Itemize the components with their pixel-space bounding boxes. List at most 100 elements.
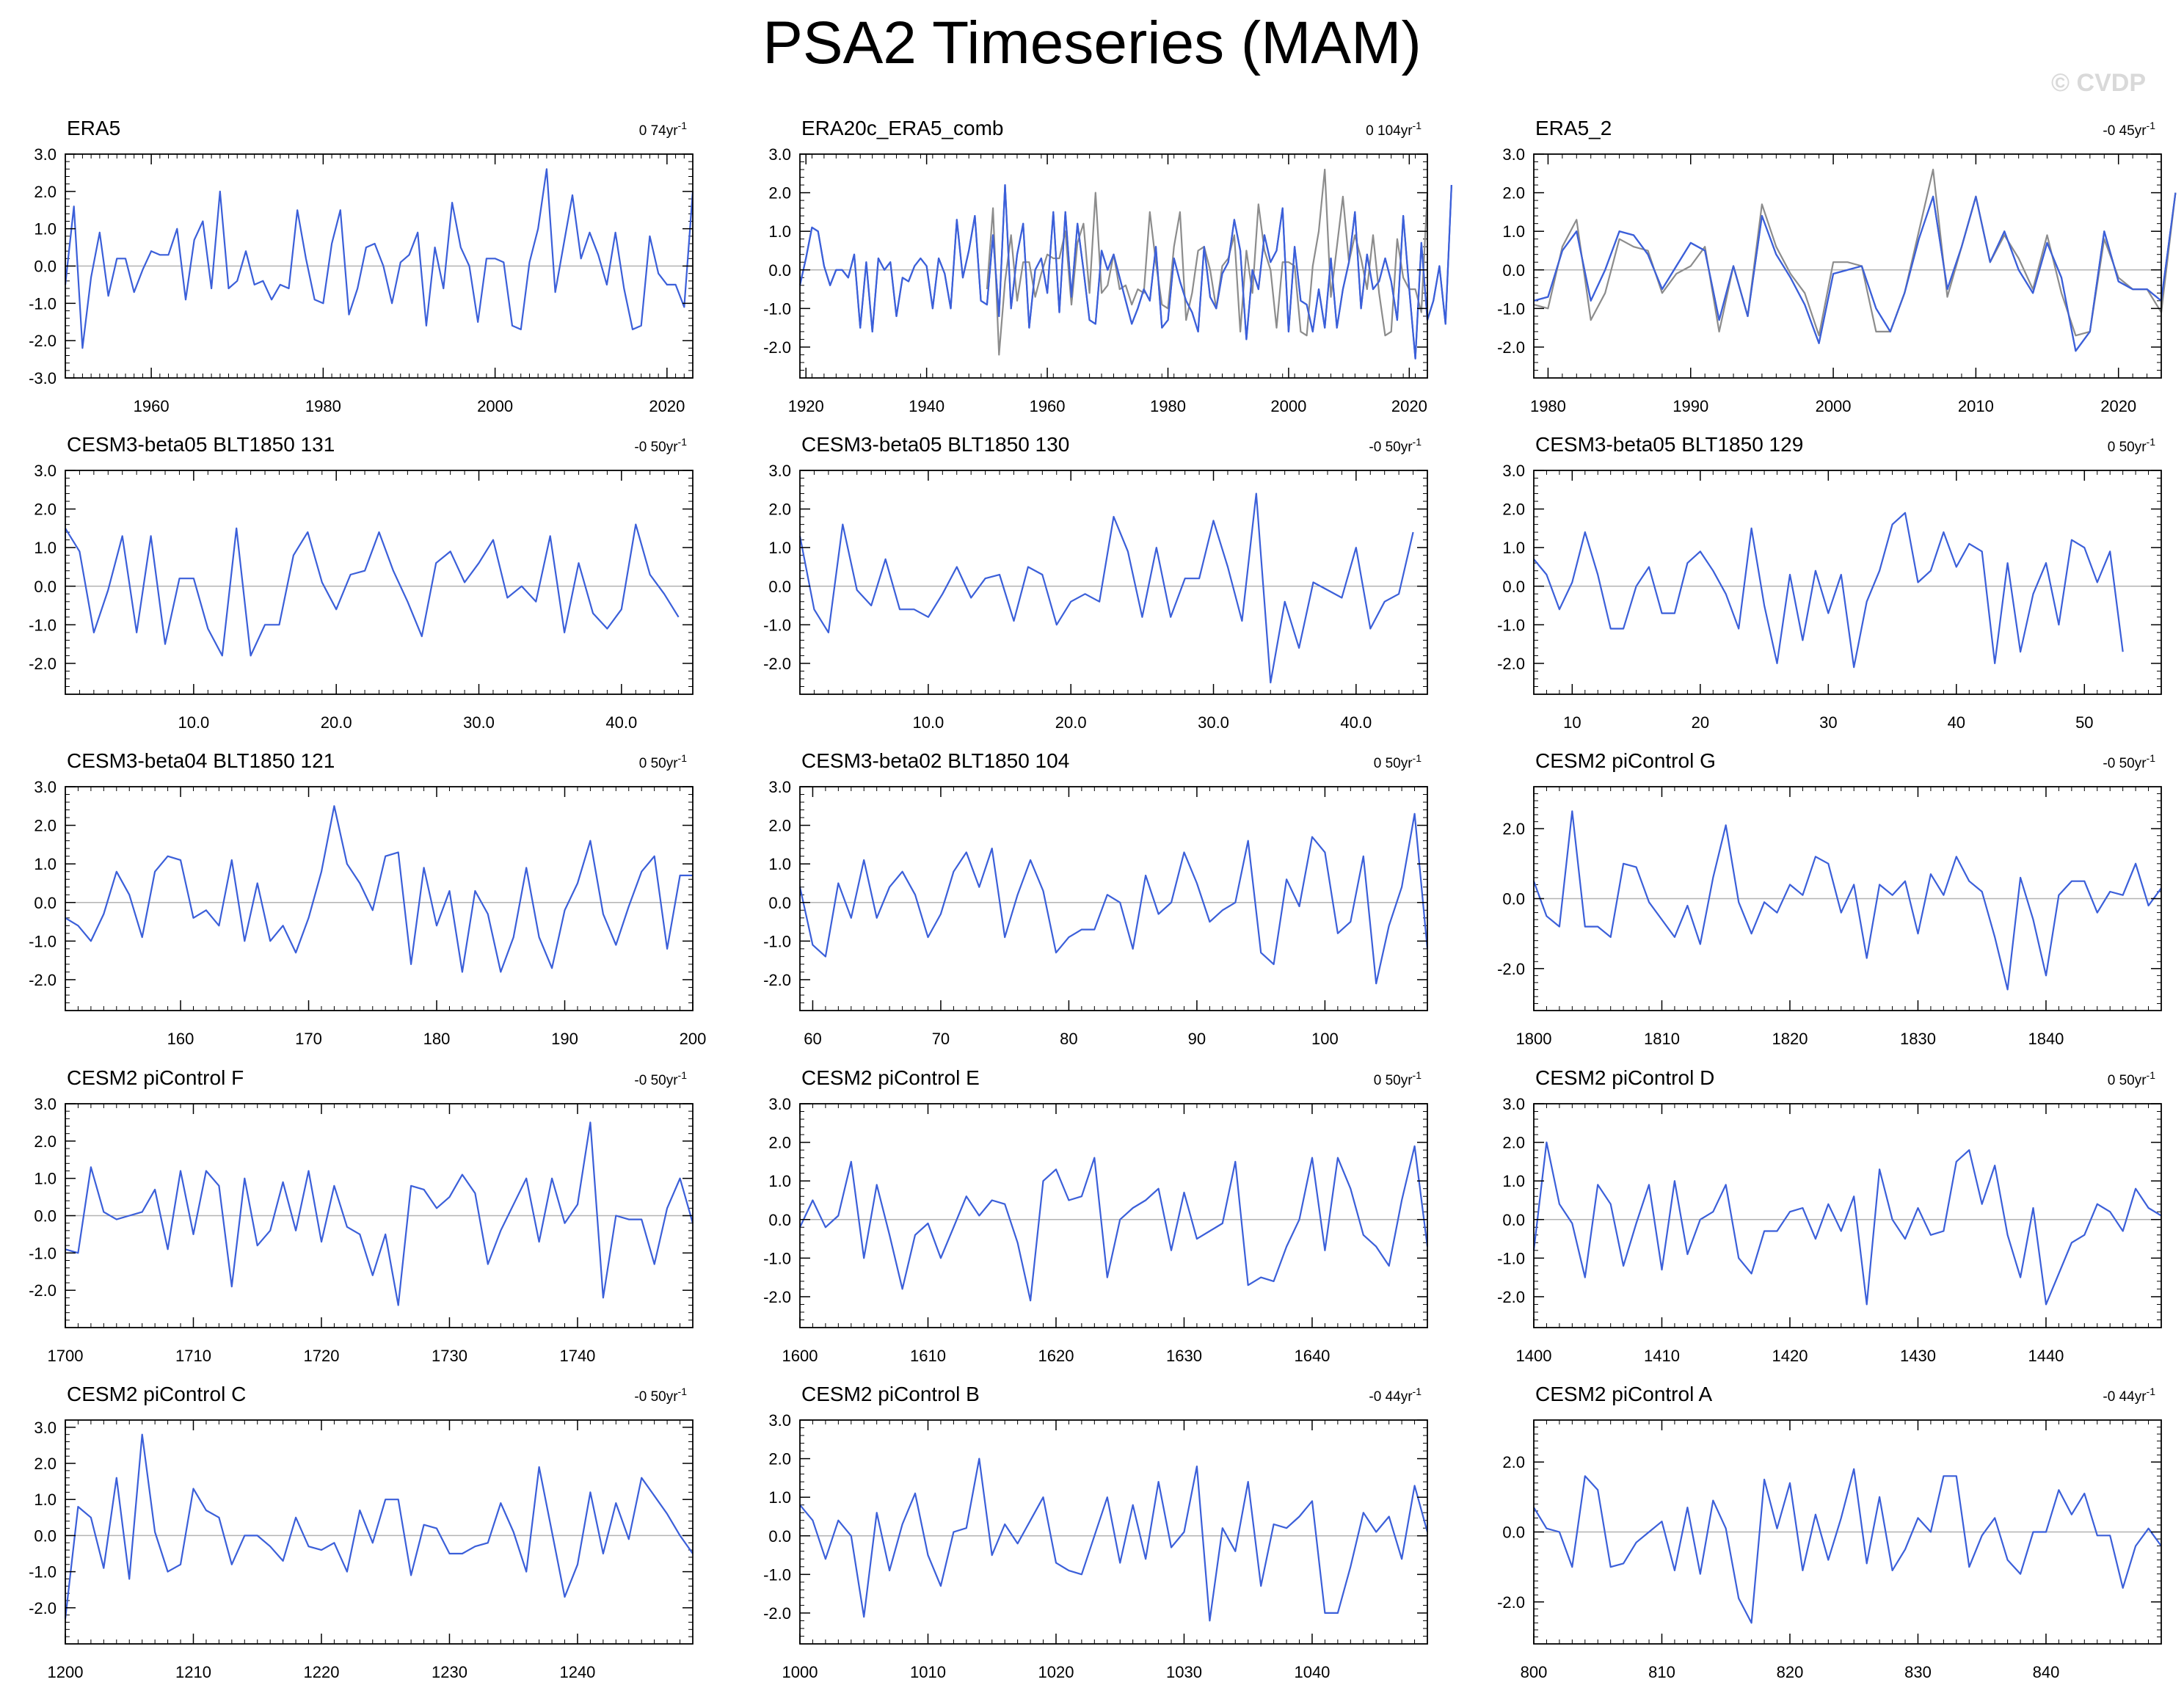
x-tick-label: 30 [1819, 713, 1837, 732]
overlay-series-line [986, 168, 1429, 356]
y-tick-label: 1.0 [768, 222, 791, 241]
x-tick-label: 1630 [1166, 1347, 1202, 1365]
panel-trend: 0 50yr-1 [2108, 436, 2155, 455]
y-tick-label: 1.0 [768, 1488, 791, 1507]
plot-frame [1533, 1103, 2162, 1328]
y-tick-label: 0.0 [1502, 578, 1525, 596]
y-tick-label: -2.0 [29, 1599, 57, 1617]
y-tick-label: -1.0 [1497, 1249, 1525, 1267]
x-tick-label: 1030 [1166, 1663, 1202, 1681]
x-tick-label: 20.0 [321, 713, 352, 732]
series-line [1533, 512, 2124, 669]
x-tick-label: 1720 [304, 1347, 340, 1365]
x-tick-label: 30.0 [1198, 713, 1229, 732]
panel-trend: 0 50yr-1 [1374, 752, 1422, 771]
x-tick-label: 1820 [1772, 1030, 1808, 1048]
x-tick-label: 170 [295, 1030, 322, 1048]
y-tick-label: 0.0 [34, 894, 57, 912]
x-tick-label: 2000 [1270, 397, 1306, 415]
panel-trend: 0 50yr-1 [2108, 1069, 2155, 1088]
x-tick-label: 1940 [909, 397, 944, 415]
x-tick-label: 160 [167, 1030, 194, 1048]
y-tick-label: -2.0 [29, 655, 57, 673]
overlay-series-line [1533, 168, 2177, 337]
series-line [64, 168, 694, 349]
y-tick-label: 3.0 [34, 1095, 57, 1113]
y-tick-label: -2.0 [1497, 655, 1525, 673]
plot-frame [799, 786, 1428, 1011]
series-line [1533, 192, 2177, 352]
y-tick-label: -1.0 [1497, 299, 1525, 318]
x-tick-label: 40 [1948, 713, 1965, 732]
panel-title: CESM3-beta02 BLT1850 104 [801, 749, 1069, 772]
x-tick-label: 2020 [649, 397, 685, 415]
series-line [798, 184, 1452, 360]
x-tick-label: 70 [932, 1030, 950, 1048]
y-tick-label: 2.0 [1502, 820, 1525, 838]
y-tick-label: 0.0 [1502, 261, 1525, 280]
y-tick-label: 0.0 [34, 1526, 57, 1545]
chart-panel: CESM3-beta05 BLT1850 131 -0 50yr-1 -2.0 -1.… [29, 433, 694, 732]
series-line [65, 1121, 694, 1306]
x-tick-label: 1830 [1900, 1030, 1936, 1048]
y-tick-label: 1.0 [1502, 539, 1525, 557]
x-tick-label: 1600 [782, 1347, 818, 1365]
panel-title: CESM2 piControl B [801, 1383, 980, 1405]
y-tick-label: 0.0 [34, 258, 57, 276]
plot-frame [799, 153, 1428, 379]
chart-panel: CESM2 piControl F -0 50yr-1 -2.0 -1.0 0.0 1.0… [29, 1066, 694, 1365]
y-tick-label: -2.0 [763, 338, 791, 357]
y-tick-label: 2.0 [1502, 501, 1525, 519]
y-tick-label: -1.0 [29, 1563, 57, 1582]
x-tick-label: 2020 [2100, 397, 2136, 415]
plot-frame [1533, 470, 2162, 695]
x-tick-label: 1020 [1038, 1663, 1074, 1681]
y-tick-label: 0.0 [34, 578, 57, 596]
x-tick-label: 1000 [782, 1663, 818, 1681]
panel-title: CESM2 piControl G [1535, 749, 1716, 772]
panel-title: CESM2 piControl D [1535, 1066, 1714, 1089]
panel-trend: -0 44yr-1 [1369, 1386, 1422, 1405]
x-tick-label: 1040 [1294, 1663, 1330, 1681]
x-tick-label: 1730 [432, 1347, 467, 1365]
x-tick-label: 40.0 [605, 713, 637, 732]
y-tick-label: 3.0 [768, 778, 791, 796]
y-tick-label: 2.0 [34, 501, 57, 519]
y-tick-label: 2.0 [34, 183, 57, 201]
y-tick-label: 1.0 [768, 855, 791, 873]
x-tick-label: 810 [1648, 1663, 1675, 1681]
x-tick-label: 20.0 [1055, 713, 1087, 732]
y-tick-label: 3.0 [34, 778, 57, 796]
y-tick-label: -2.0 [1497, 1593, 1525, 1612]
x-tick-label: 1610 [910, 1347, 946, 1365]
y-tick-label: -1.0 [763, 1249, 791, 1267]
panel-trend: -0 50yr-1 [634, 1386, 687, 1405]
y-tick-label: 1.0 [1502, 1172, 1525, 1190]
x-tick-label: 1410 [1644, 1347, 1680, 1365]
plot-frame [65, 470, 694, 695]
plot-frame [65, 1419, 694, 1645]
x-tick-label: 40.0 [1340, 713, 1372, 732]
x-tick-label: 1980 [1530, 397, 1566, 415]
x-tick-label: 10 [1563, 713, 1581, 732]
chart-panel: CESM2 piControl E 0 50yr-1 -2.0 -1.0 0.0 1.0 2… [763, 1066, 1429, 1365]
series-line [799, 1457, 1429, 1622]
panel-trend: 0 104yr-1 [1366, 120, 1422, 139]
chart-panel: ERA5 0 74yr-1 -3.0 -2.0 -1.0 0.0 1.0 2.0 3.0 1960… [29, 117, 694, 415]
y-tick-label: 1.0 [768, 1172, 791, 1190]
series-line [1533, 192, 2177, 352]
y-tick-label: -1.0 [763, 1565, 791, 1584]
x-tick-label: 800 [1521, 1663, 1548, 1681]
y-tick-label: 2.0 [1502, 1134, 1525, 1152]
y-tick-label: 2.0 [768, 501, 791, 519]
chart-panel: CESM2 piControl D 0 50yr-1 -2.0 -1.0 0.0 1.0 2… [1497, 1066, 2162, 1365]
y-tick-label: 2.0 [768, 1134, 791, 1152]
y-tick-label: -2.0 [763, 1288, 791, 1306]
y-tick-label: -1.0 [29, 932, 57, 950]
x-tick-label: 1240 [559, 1663, 595, 1681]
panel-trend: 0 50yr-1 [1374, 1069, 1422, 1088]
x-tick-label: 2000 [477, 397, 513, 415]
series-line [64, 1433, 694, 1619]
x-tick-label: 1440 [2028, 1347, 2064, 1365]
series-line [798, 184, 1452, 360]
